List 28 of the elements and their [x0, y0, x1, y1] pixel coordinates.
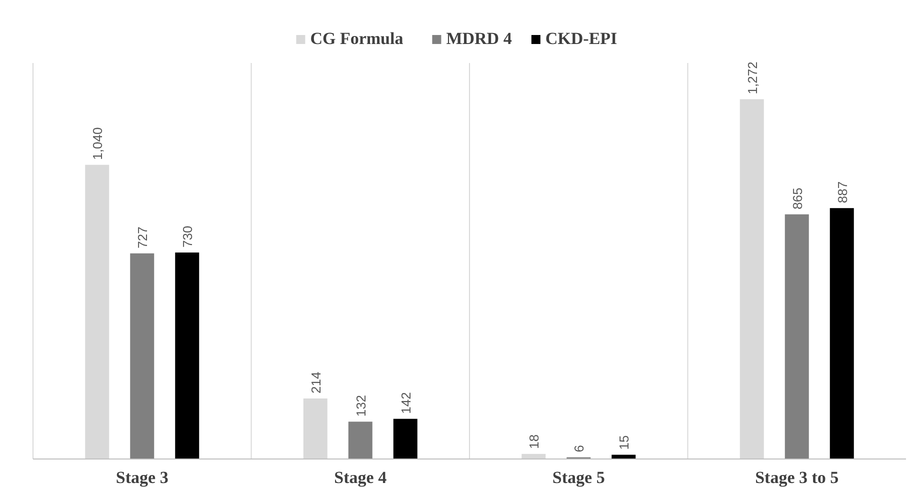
data-label: 1,040 — [90, 127, 106, 160]
bar — [393, 418, 418, 459]
bar — [830, 208, 854, 459]
data-label: 132 — [353, 394, 368, 417]
data-label: 727 — [135, 226, 150, 248]
data-label: 214 — [308, 372, 324, 394]
bar — [85, 164, 110, 459]
bar — [348, 422, 372, 459]
bar — [130, 253, 154, 459]
data-label: 887 — [834, 181, 850, 204]
x-tick-label: Stage 3 to 5 — [755, 468, 839, 487]
legend-label: CKD-EPI — [545, 29, 618, 48]
data-label: 15 — [616, 435, 632, 450]
bar — [175, 252, 200, 459]
bar — [784, 214, 809, 459]
data-label: 6 — [572, 445, 587, 452]
data-label: 865 — [790, 188, 805, 210]
bar — [303, 398, 328, 459]
data-label: 142 — [398, 392, 414, 414]
x-tick-label: Stage 4 — [334, 468, 388, 487]
data-label: 730 — [180, 226, 196, 248]
x-tick-label: Stage 3 — [116, 468, 168, 487]
data-label: 18 — [526, 434, 542, 449]
bar — [740, 99, 764, 459]
legend-label: CG Formula — [310, 29, 404, 48]
data-label: 1,272 — [744, 62, 760, 94]
legend-label: MDRD 4 — [446, 29, 512, 48]
x-tick-label: Stage 5 — [552, 468, 605, 487]
